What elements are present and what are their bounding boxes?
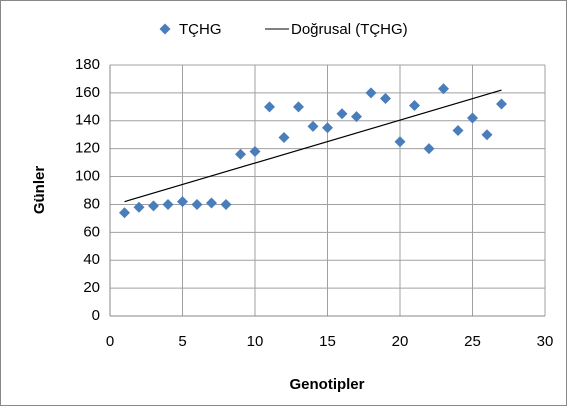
marker (380, 92, 391, 104)
x-tick-label: 30 (537, 333, 554, 350)
marker (336, 108, 348, 120)
marker (496, 98, 507, 110)
marker (235, 148, 246, 160)
marker (177, 196, 188, 208)
marker (322, 122, 333, 134)
marker (148, 200, 159, 212)
marker (438, 83, 449, 95)
x-tick-label: 5 (178, 333, 186, 350)
marker (365, 87, 377, 99)
marker (481, 129, 493, 141)
y-tick-label: 180 (75, 56, 100, 73)
marker (206, 197, 217, 209)
marker (394, 136, 406, 148)
trend-line (124, 89, 502, 203)
y-tick-label: 20 (83, 279, 100, 296)
legend-marker (159, 23, 171, 35)
x-axis-title: Genotipler (289, 376, 364, 393)
legend-label: Doğrusal (TÇHG) (291, 21, 408, 38)
y-axis-title: Günler (31, 166, 48, 215)
y-tick-label: 60 (83, 223, 100, 240)
x-tick-label: 20 (392, 333, 409, 350)
marker (307, 120, 319, 132)
marker (293, 101, 304, 113)
marker (278, 132, 290, 144)
marker (409, 99, 420, 111)
y-tick-label: 80 (83, 195, 100, 212)
y-tick-label: 140 (75, 112, 100, 129)
marker (133, 201, 145, 213)
marker (220, 198, 232, 210)
y-tick-label: 160 (75, 84, 100, 101)
marker (423, 143, 435, 155)
x-tick-label: 15 (319, 333, 336, 350)
y-tick-label: 40 (83, 251, 100, 268)
marker (191, 198, 203, 210)
marker (249, 145, 261, 157)
marker (264, 101, 275, 113)
y-tick-label: 0 (92, 307, 100, 324)
x-tick-label: 10 (247, 333, 264, 350)
y-tick-label: 100 (75, 168, 100, 185)
marker (452, 125, 464, 137)
legend-label: TÇHG (179, 21, 222, 38)
y-tick-label: 120 (75, 140, 100, 157)
x-tick-label: 0 (106, 333, 114, 350)
x-tick-label: 25 (464, 333, 481, 350)
marker (162, 198, 174, 210)
marker (467, 112, 478, 124)
marker (119, 207, 130, 219)
marker (351, 111, 362, 123)
